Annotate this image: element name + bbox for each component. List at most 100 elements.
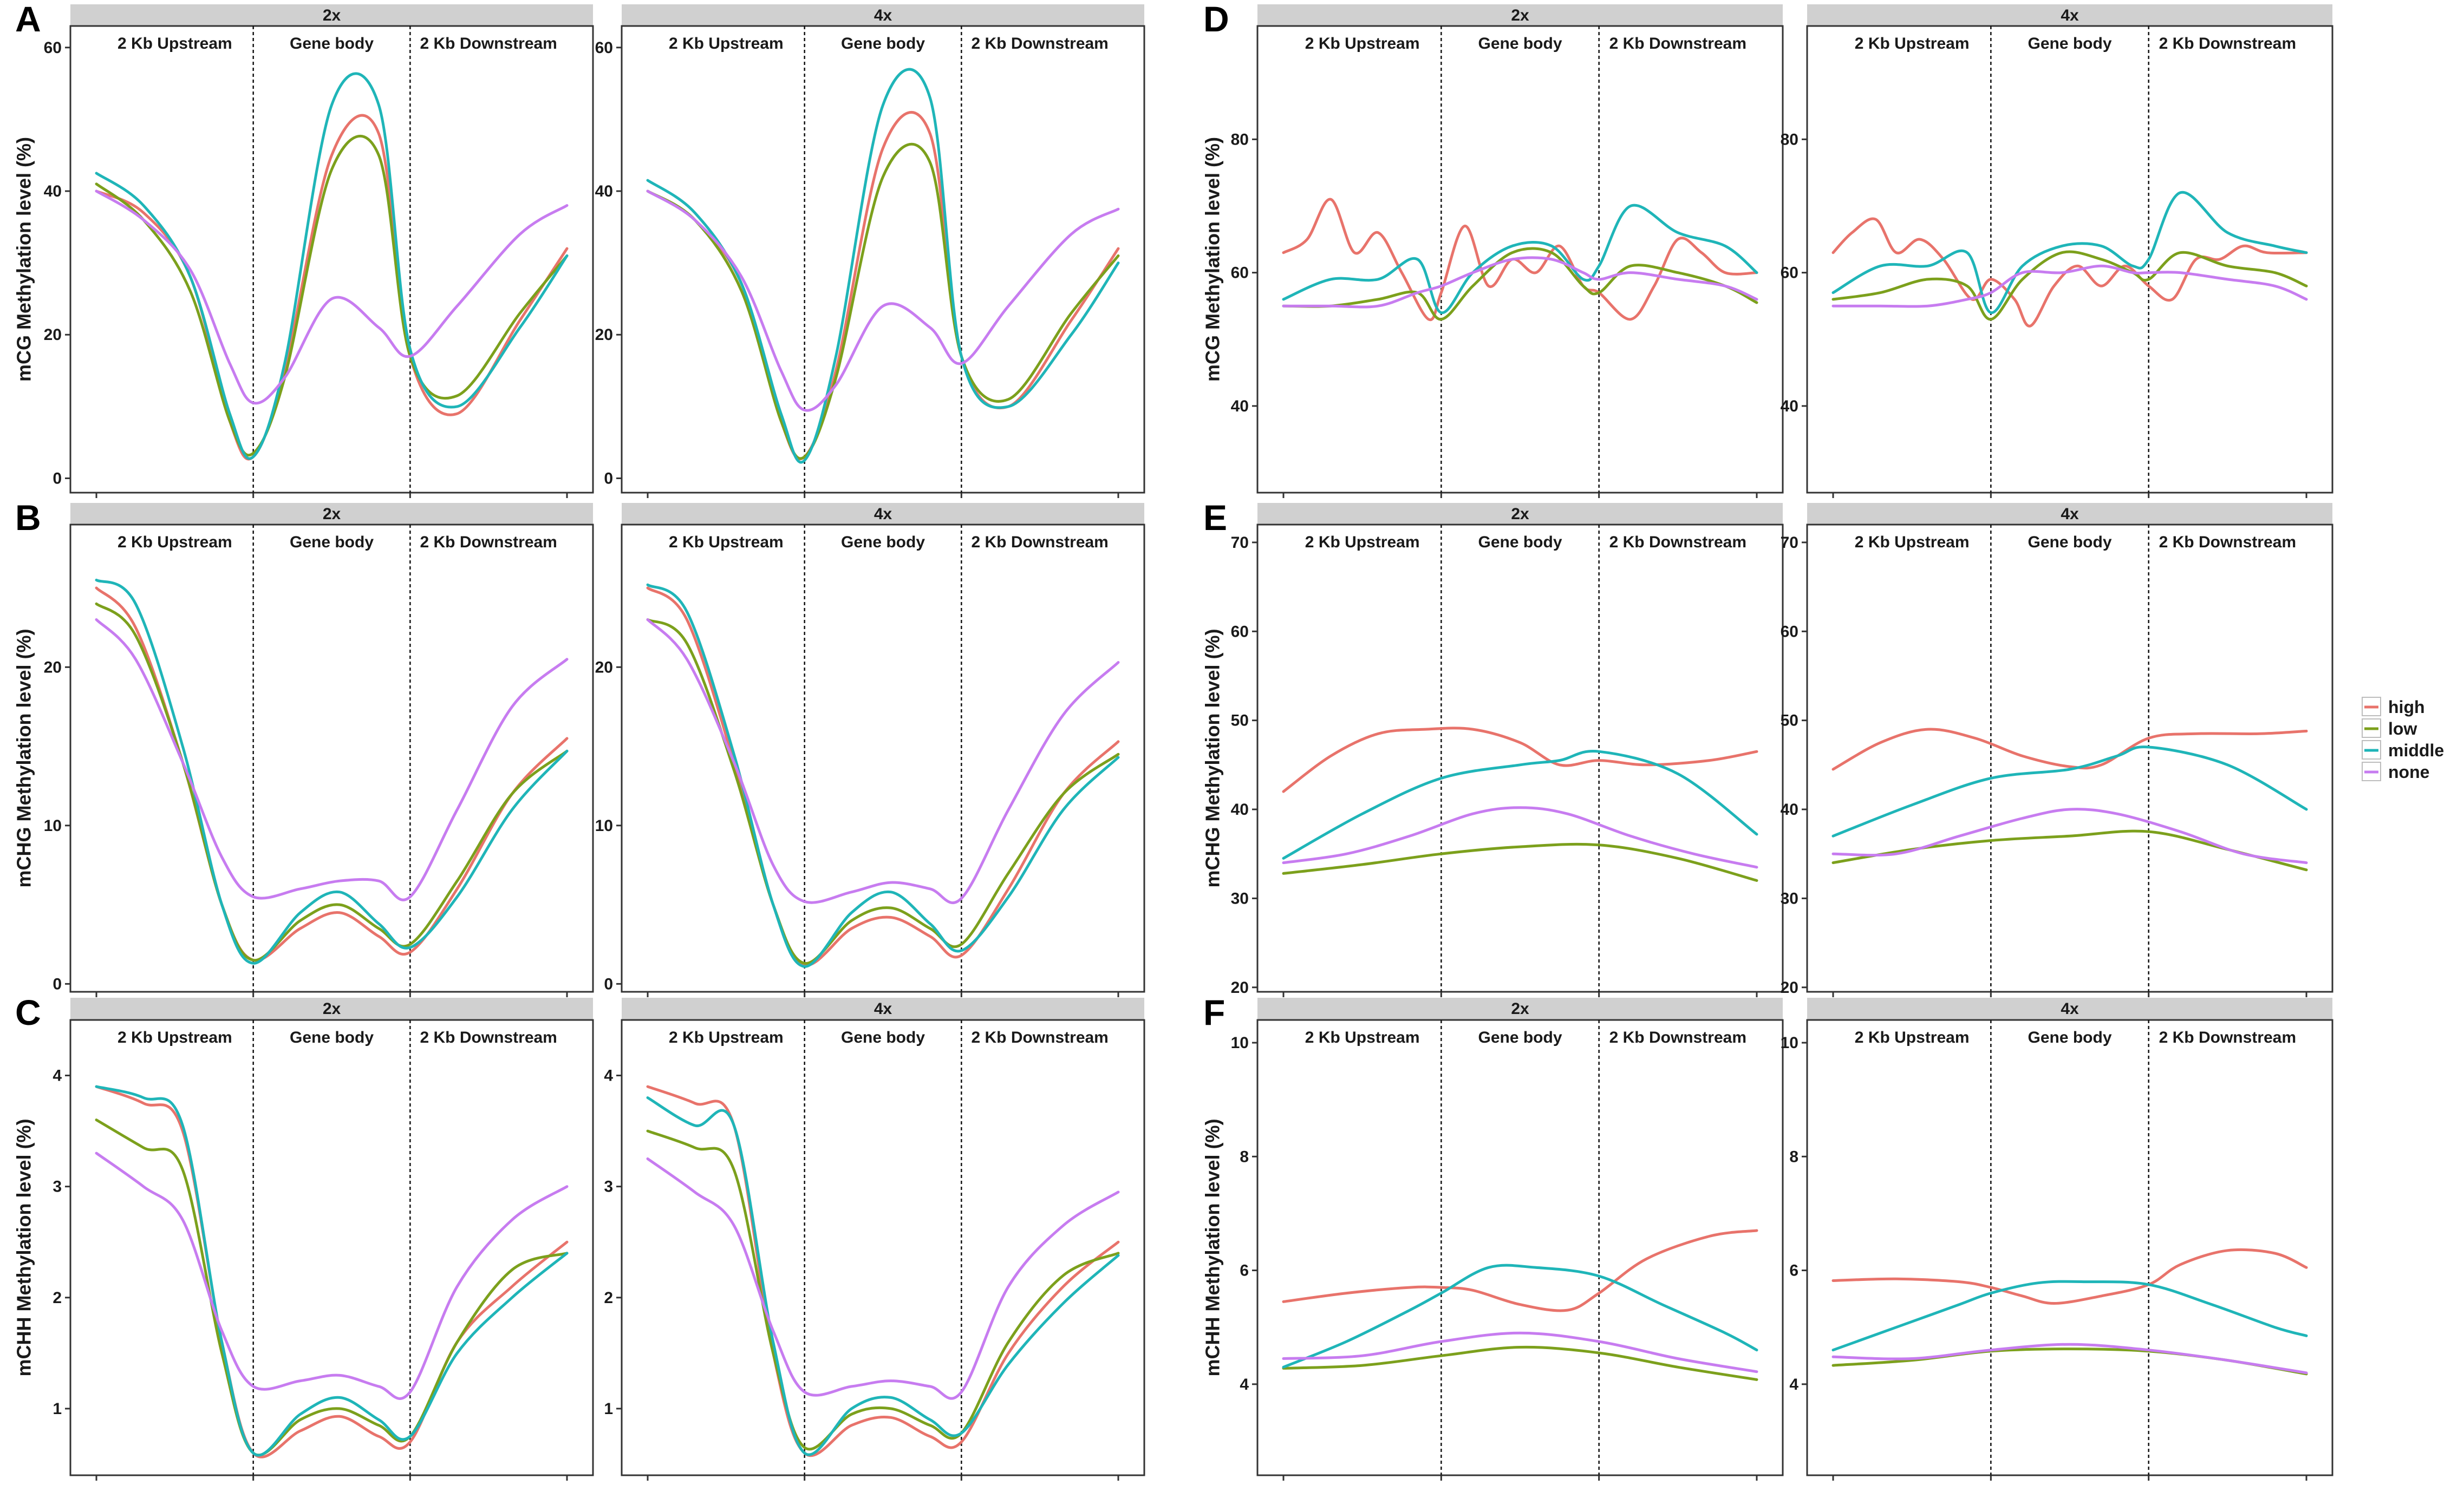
y-tick-label: 60 bbox=[595, 39, 613, 57]
y-tick-label: 6 bbox=[1789, 1262, 1798, 1280]
facet-c-2x: 2x 2 Kb Upstream Gene body 2 Kb Downstream 2… bbox=[53, 998, 594, 1485]
series-line-high bbox=[1282, 1229, 1758, 1312]
facet-f-2x: 2x 2 Kb Upstream Gene body 2 Kb Downstream 2… bbox=[1231, 998, 1784, 1485]
facet-strip bbox=[1257, 503, 1783, 525]
series-line-middle bbox=[1831, 1280, 2308, 1352]
legend-label-middle: middle bbox=[2388, 741, 2444, 760]
series-line-low bbox=[1282, 247, 1758, 321]
plot-frame bbox=[1806, 524, 2333, 993]
region-label: 2 Kb Upstream bbox=[1855, 1029, 1970, 1046]
facet-strip bbox=[70, 4, 593, 26]
facet-f-4x: 4x 2 Kb Upstream Gene body 2 Kb Downstream 2… bbox=[1781, 998, 2333, 1485]
series-line-none bbox=[646, 1157, 1120, 1400]
y-tick-label: 4 bbox=[1789, 1376, 1798, 1394]
y-tick-label: 60 bbox=[1781, 264, 1798, 282]
y-tick-label: 20 bbox=[1781, 979, 1798, 997]
facet-strip-title: 4x bbox=[2061, 1000, 2079, 1018]
y-tick-label: 70 bbox=[1781, 534, 1798, 552]
facet-strip-title: 2x bbox=[1511, 505, 1529, 523]
y-tick-label: 2 bbox=[604, 1289, 613, 1307]
region-label: 2 Kb Downstream bbox=[420, 35, 557, 53]
region-label: 2 Kb Downstream bbox=[2159, 1029, 2296, 1046]
series-line-middle bbox=[646, 583, 1120, 968]
plot-frame bbox=[1806, 25, 2333, 494]
y-axis-label: mCHH Methylation level (%) bbox=[12, 1118, 35, 1376]
facet-strip bbox=[1257, 998, 1783, 1019]
x-tick-label: 2000 bbox=[629, 1484, 667, 1485]
panel-letter-d: D bbox=[1203, 0, 1229, 39]
y-tick-label: 10 bbox=[44, 817, 62, 835]
series-line-none bbox=[95, 618, 569, 901]
series-line-middle bbox=[95, 72, 569, 460]
facet-d-2x: 2x 2 Kb Upstream Gene body 2 Kb Downstream 2… bbox=[1231, 4, 1784, 520]
x-tick-label: TSS bbox=[237, 1484, 270, 1485]
y-tick-label: 4 bbox=[1240, 1376, 1249, 1394]
series-line-none bbox=[646, 189, 1120, 412]
y-tick-label: 20 bbox=[44, 658, 62, 676]
facet-strip-title: 4x bbox=[874, 1000, 892, 1018]
facet-strip bbox=[70, 503, 593, 525]
y-tick-label: 30 bbox=[1781, 889, 1798, 907]
facet-strip-title: 2x bbox=[1511, 1000, 1529, 1018]
x-tick-label: 2000 bbox=[2288, 1484, 2325, 1485]
region-label: 2 Kb Upstream bbox=[1305, 1029, 1420, 1046]
region-label: 2 Kb Downstream bbox=[2159, 35, 2296, 53]
panel-letter-a: A bbox=[15, 0, 41, 39]
plot-frame bbox=[621, 524, 1145, 993]
facet-b-2x: 2x 2 Kb Upstream Gene body 2 Kb Downstream 2… bbox=[44, 503, 594, 1019]
y-tick-label: 8 bbox=[1789, 1148, 1798, 1166]
y-tick-label: 10 bbox=[1781, 1034, 1798, 1052]
x-tick-label: TSS bbox=[788, 1484, 821, 1485]
region-label: 2 Kb Downstream bbox=[1609, 35, 1746, 53]
y-tick-label: 40 bbox=[44, 182, 62, 200]
series-line-high bbox=[1831, 1248, 2308, 1305]
x-tick-label: 2000 bbox=[1100, 1484, 1137, 1485]
series-line-middle bbox=[1282, 1264, 1758, 1369]
facet-strip bbox=[622, 4, 1144, 26]
series-line-low bbox=[95, 1118, 569, 1457]
region-label: 2 Kb Downstream bbox=[971, 35, 1108, 53]
series-line-none bbox=[1282, 806, 1758, 869]
region-label: 2 Kb Downstream bbox=[420, 1029, 557, 1046]
y-tick-label: 4 bbox=[604, 1067, 613, 1085]
facet-strip-title: 2x bbox=[1511, 6, 1529, 24]
panel-letter-f: F bbox=[1203, 992, 1225, 1032]
region-label: 2 Kb Downstream bbox=[1609, 1029, 1746, 1046]
y-tick-label: 60 bbox=[44, 39, 62, 57]
y-tick-label: 40 bbox=[1781, 397, 1798, 415]
legend-label-high: high bbox=[2388, 697, 2425, 717]
series-line-high bbox=[1831, 728, 2308, 771]
region-label: Gene body bbox=[2028, 533, 2111, 551]
y-tick-label: 50 bbox=[1781, 712, 1798, 730]
facet-strip-title: 4x bbox=[874, 6, 892, 24]
plot-frame bbox=[621, 1019, 1145, 1476]
region-label: Gene body bbox=[2028, 35, 2111, 53]
x-tick-label: TSS bbox=[1425, 1484, 1457, 1485]
series-line-high bbox=[1282, 727, 1758, 793]
facet-strip-title: 2x bbox=[323, 505, 341, 523]
x-tick-label: TTS bbox=[1583, 1484, 1615, 1485]
region-label: 2 Kb Downstream bbox=[971, 1029, 1108, 1046]
y-tick-label: 0 bbox=[53, 975, 62, 993]
x-tick-label: 2000 bbox=[78, 1484, 115, 1485]
series-line-middle bbox=[1282, 204, 1758, 315]
series-line-none bbox=[1831, 1343, 2308, 1375]
plot-frame bbox=[1256, 524, 1784, 993]
y-tick-label: 40 bbox=[1781, 801, 1798, 819]
plot-frame bbox=[1256, 1019, 1784, 1476]
series-line-none bbox=[1831, 264, 2308, 308]
region-label: Gene body bbox=[841, 35, 925, 53]
facet-c-4x: 4x 2 Kb Upstream Gene body 2 Kb Downstream 2… bbox=[604, 998, 1145, 1485]
region-label: 2 Kb Upstream bbox=[669, 1029, 784, 1046]
region-label: 2 Kb Downstream bbox=[1609, 533, 1746, 551]
facet-strip-title: 4x bbox=[874, 505, 892, 523]
y-tick-label: 40 bbox=[595, 182, 613, 200]
y-tick-label: 1 bbox=[53, 1400, 62, 1418]
facet-strip bbox=[1807, 503, 2332, 525]
facet-strip-title: 2x bbox=[323, 6, 341, 24]
y-tick-label: 0 bbox=[53, 469, 62, 487]
region-label: Gene body bbox=[290, 1029, 374, 1046]
panel-letter-e: E bbox=[1203, 498, 1227, 538]
region-label: 2 Kb Upstream bbox=[1855, 35, 1970, 53]
